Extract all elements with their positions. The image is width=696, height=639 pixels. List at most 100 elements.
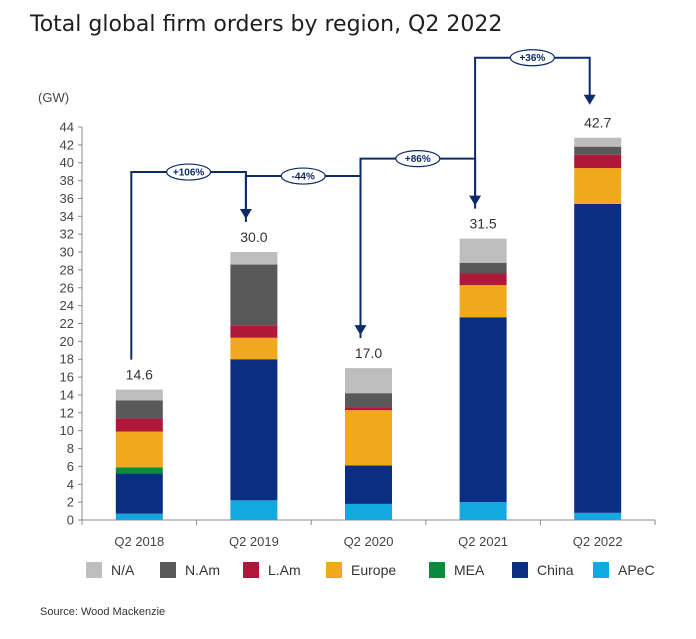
total-label: 14.6 — [126, 367, 153, 383]
bar-segment — [459, 262, 507, 274]
growth-arrow-head — [583, 94, 596, 105]
x-tick-label: Q2 2020 — [344, 534, 394, 549]
y-tick-label: 28 — [60, 262, 74, 277]
bar-segment — [115, 400, 163, 419]
source-note: Source: Wood Mackenzie — [40, 606, 166, 618]
y-tick-label: 20 — [60, 334, 74, 349]
bar-segment — [574, 203, 622, 513]
bar-segment — [459, 273, 507, 286]
growth-label: +86% — [405, 154, 431, 165]
y-tick-label: 32 — [60, 227, 74, 242]
growth-arrow — [474, 56, 591, 209]
total-label: 17.0 — [355, 345, 382, 361]
growth-badge — [166, 163, 212, 181]
bar-segment — [230, 337, 278, 360]
legend-label: MEA — [454, 562, 485, 578]
growth-label: +106% — [173, 168, 205, 179]
bar-segment — [115, 418, 163, 432]
growth-label: +36% — [519, 53, 545, 64]
bar-segment — [459, 285, 507, 318]
y-tick-label: 6 — [67, 459, 74, 474]
bar-segment — [574, 168, 622, 204]
bar-segment — [230, 359, 278, 501]
legend-label: N.Am — [185, 562, 220, 578]
chart-title: Total global firm orders by region, Q2 2… — [30, 12, 503, 37]
legend-swatch — [593, 562, 609, 578]
y-tick-label: 38 — [60, 173, 74, 188]
bar-segment — [230, 252, 278, 265]
y-tick-label: 12 — [60, 405, 74, 420]
legend-label: APeC — [618, 562, 655, 578]
legend-swatch — [512, 562, 528, 578]
total-label: 31.5 — [469, 216, 496, 232]
bar-segment — [115, 473, 163, 514]
legend-label: China — [537, 562, 574, 578]
y-tick-label: 18 — [60, 352, 74, 367]
total-labels: 14.6 30.0 17.0 31.5 42.7 — [126, 115, 612, 383]
bar-segment — [574, 512, 622, 520]
bar-segment — [459, 502, 507, 520]
bar-segment — [345, 410, 392, 466]
y-tick-label: 30 — [60, 245, 74, 260]
y-tick-label: 8 — [67, 441, 74, 456]
legend-swatch — [160, 562, 176, 578]
x-axis: Q2 2018 Q2 2019 Q2 2020 Q2 2021 Q2 2022 — [81, 519, 656, 549]
growth-arrow — [130, 171, 247, 360]
bar-segment — [345, 393, 392, 408]
bar-segment — [345, 407, 392, 411]
growth-label: -44% — [292, 172, 315, 183]
bar-segment — [345, 503, 392, 520]
legend-label: N/A — [111, 562, 135, 578]
x-tick-label: Q2 2022 — [573, 534, 623, 549]
growth-annotations: +106% -44% +86% +36% — [130, 49, 596, 360]
bar-segment — [574, 137, 622, 147]
y-tick-label: 16 — [60, 370, 74, 385]
y-tick-label: 40 — [60, 155, 74, 170]
legend-label: L.Am — [268, 562, 301, 578]
y-tick-label: 0 — [67, 513, 74, 528]
total-label: 30.0 — [240, 229, 267, 245]
x-tick-label: Q2 2018 — [114, 534, 164, 549]
growth-arrow — [359, 157, 477, 339]
y-tick-label: 14 — [60, 387, 74, 402]
y-tick-label: 24 — [60, 298, 74, 313]
legend-swatch — [326, 562, 342, 578]
bar-segment — [574, 146, 622, 155]
legend-swatch — [243, 562, 259, 578]
total-label: 42.7 — [584, 115, 611, 131]
bar-segment — [345, 465, 392, 504]
bar-segment — [459, 317, 507, 503]
bar-segment — [115, 389, 163, 401]
bars — [115, 137, 622, 520]
bar-segment — [115, 431, 163, 468]
y-tick-label: 42 — [60, 137, 74, 152]
growth-badge — [509, 49, 556, 67]
bar-segment — [230, 325, 278, 338]
y-tick-label: 22 — [60, 316, 74, 331]
y-tick-label: 36 — [60, 191, 74, 206]
x-tick-label: Q2 2019 — [229, 534, 279, 549]
legend-swatch — [86, 562, 102, 578]
growth-badge — [395, 150, 441, 168]
bar-segment — [459, 238, 507, 263]
legend-swatch — [429, 562, 445, 578]
bar-segment — [115, 513, 163, 520]
y-tick-label: 4 — [67, 477, 74, 492]
growth-badge — [280, 167, 326, 185]
y-tick-label: 44 — [60, 120, 74, 135]
y-tick-label: 2 — [67, 495, 74, 510]
bar-segment — [230, 264, 278, 326]
bar-segment — [115, 467, 163, 474]
x-tick-label: Q2 2021 — [458, 534, 508, 549]
y-tick-label: 26 — [60, 280, 74, 295]
bar-segment — [345, 368, 392, 394]
legend: N/A N.Am L.Am Europe MEA China APeC — [86, 562, 655, 578]
bar-segment — [574, 154, 622, 169]
bar-segment — [230, 500, 278, 520]
y-tick-label: 10 — [60, 423, 74, 438]
y-tick-label: 34 — [60, 209, 74, 224]
y-axis: 0246810121416182022242628303234363840424… — [60, 120, 83, 528]
legend-label: Europe — [351, 562, 396, 578]
y-axis-unit-label: (GW) — [38, 90, 69, 105]
